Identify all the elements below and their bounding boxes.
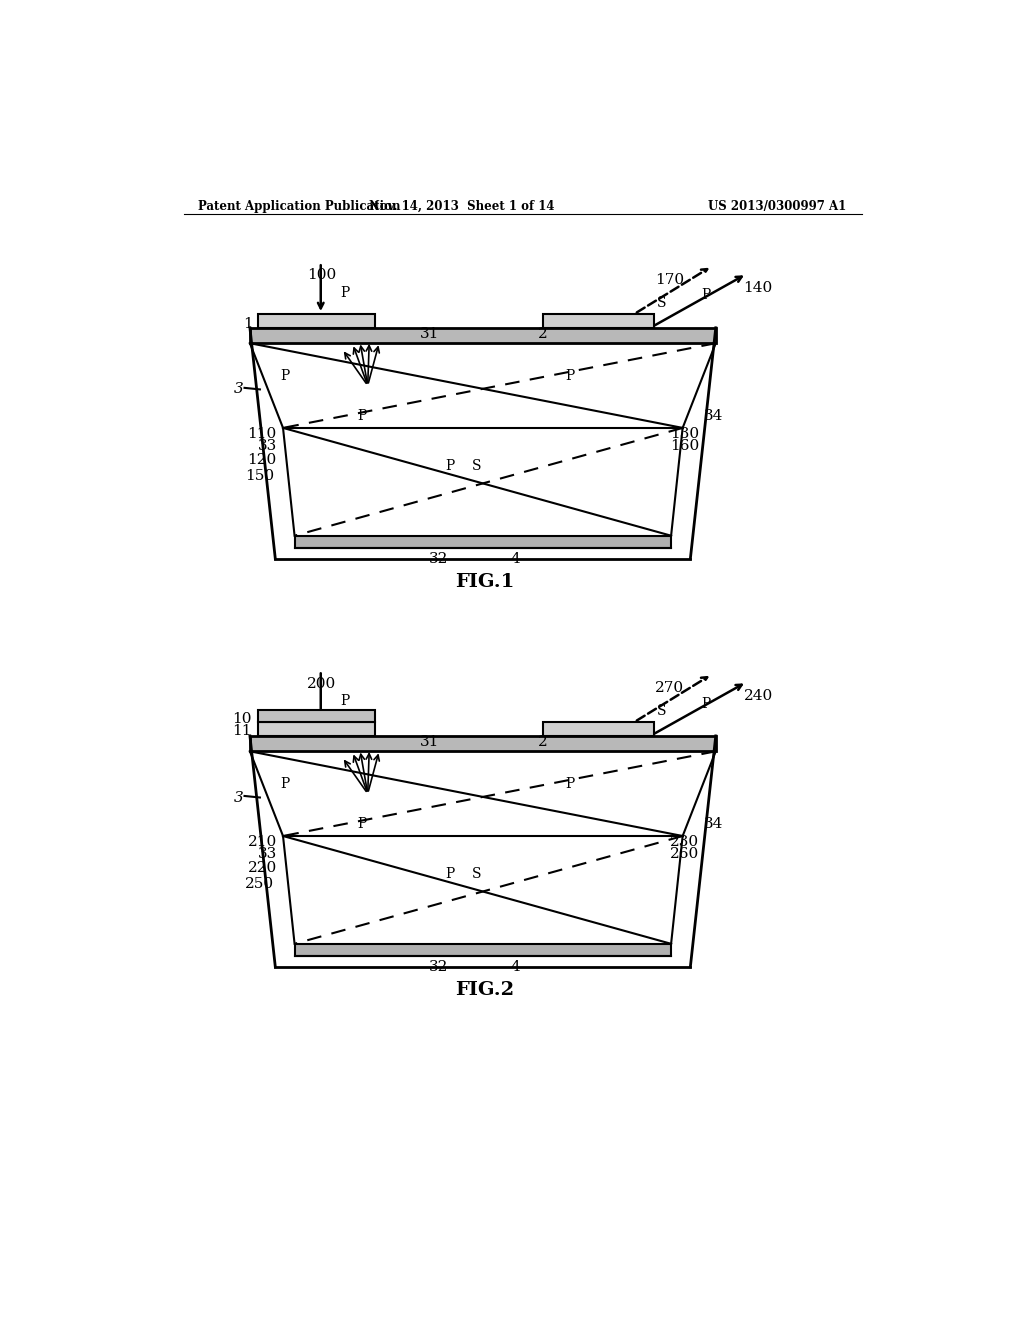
Text: Nov. 14, 2013  Sheet 1 of 14: Nov. 14, 2013 Sheet 1 of 14 <box>369 199 554 213</box>
Text: 160: 160 <box>671 440 699 453</box>
Text: FIG.2: FIG.2 <box>456 981 514 999</box>
Polygon shape <box>295 944 671 956</box>
Text: 34: 34 <box>703 817 723 832</box>
Text: 31: 31 <box>420 327 439 341</box>
Text: Patent Application Publication: Patent Application Publication <box>199 199 400 213</box>
Bar <box>543 722 654 737</box>
Text: P: P <box>701 289 711 302</box>
Text: 34: 34 <box>703 409 723 424</box>
Text: 32: 32 <box>429 960 449 974</box>
Text: P: P <box>701 697 711 710</box>
Text: 33: 33 <box>258 847 276 862</box>
Text: P: P <box>565 776 574 791</box>
Text: P: P <box>280 368 289 383</box>
Text: 140: 140 <box>743 281 773 294</box>
Text: 250: 250 <box>246 876 274 891</box>
Text: 130: 130 <box>671 428 699 441</box>
Text: US 2013/0300997 A1: US 2013/0300997 A1 <box>709 199 847 213</box>
Polygon shape <box>250 737 716 751</box>
Text: S: S <box>472 867 482 882</box>
Text: P: P <box>445 867 455 882</box>
Text: 240: 240 <box>743 689 773 702</box>
Text: 32: 32 <box>429 552 449 566</box>
Text: P: P <box>340 286 349 300</box>
Text: S: S <box>657 705 667 718</box>
Text: 200: 200 <box>307 677 336 690</box>
Text: 11: 11 <box>232 725 252 738</box>
Text: P: P <box>357 817 367 832</box>
Text: 3: 3 <box>233 383 244 396</box>
Text: 230: 230 <box>671 836 699 849</box>
Bar <box>258 722 376 737</box>
Text: 110: 110 <box>248 428 276 441</box>
Bar <box>258 710 376 722</box>
Text: P: P <box>340 694 349 709</box>
Text: 10: 10 <box>232 711 252 726</box>
Text: P: P <box>565 368 574 383</box>
Text: 4: 4 <box>511 960 520 974</box>
Text: FIG.1: FIG.1 <box>455 573 514 591</box>
Text: 220: 220 <box>248 862 276 875</box>
Text: 260: 260 <box>671 847 699 862</box>
Text: 210: 210 <box>248 836 276 849</box>
Text: 100: 100 <box>307 268 336 282</box>
Text: 170: 170 <box>655 273 684 286</box>
Polygon shape <box>250 327 716 343</box>
Text: P: P <box>280 776 289 791</box>
Text: 270: 270 <box>655 681 684 696</box>
Polygon shape <box>295 536 671 548</box>
Text: 31: 31 <box>420 735 439 748</box>
Text: P: P <box>357 409 367 424</box>
Text: 120: 120 <box>248 453 276 467</box>
Bar <box>258 314 376 327</box>
Text: 150: 150 <box>246 469 274 483</box>
Text: 33: 33 <box>258 440 276 453</box>
Bar <box>543 314 654 327</box>
Text: S: S <box>657 296 667 310</box>
Text: 1: 1 <box>243 317 253 331</box>
Text: 2: 2 <box>538 735 548 748</box>
Text: P: P <box>445 459 455 474</box>
Text: 3: 3 <box>233 791 244 804</box>
Text: 2: 2 <box>538 327 548 341</box>
Text: 4: 4 <box>511 552 520 566</box>
Text: S: S <box>472 459 482 474</box>
